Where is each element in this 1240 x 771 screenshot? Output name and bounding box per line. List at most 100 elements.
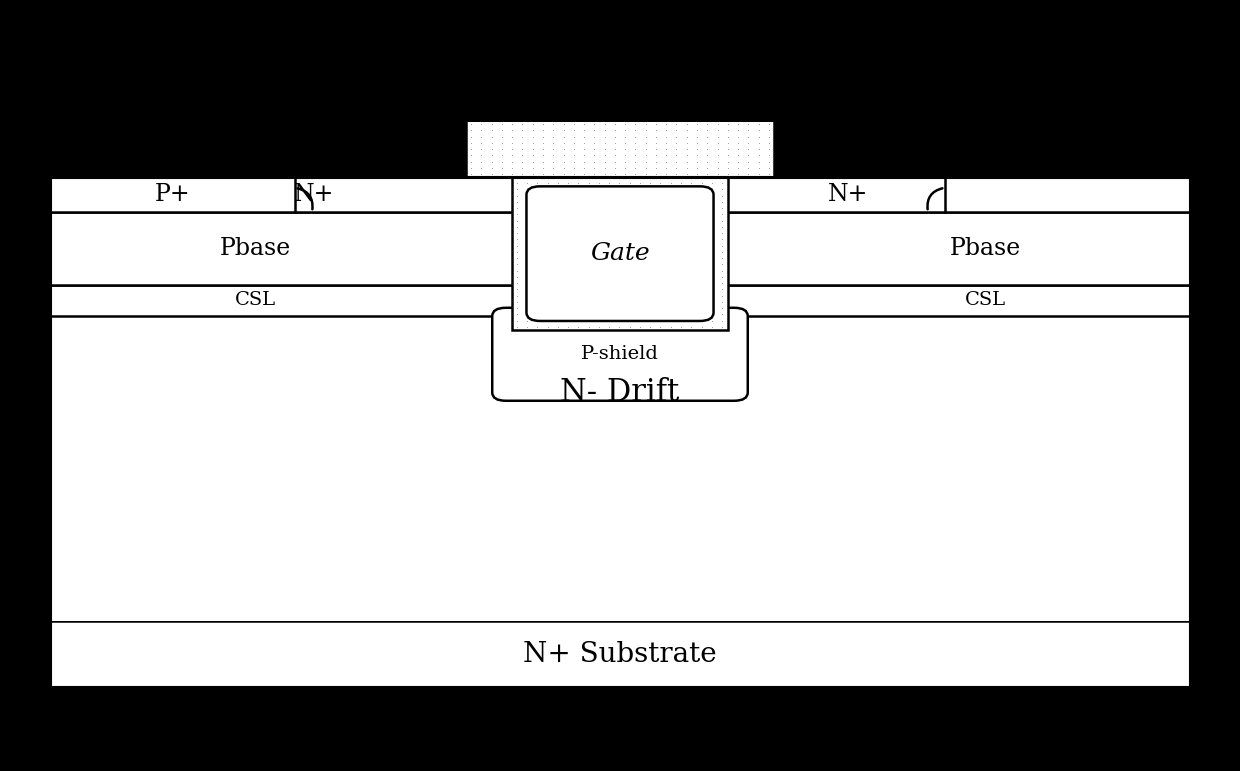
Point — [482, 130, 502, 143]
Point — [667, 150, 687, 162]
Point — [687, 156, 707, 168]
Point — [682, 296, 702, 308]
Point — [749, 118, 769, 130]
Point — [502, 136, 522, 149]
Point — [553, 143, 573, 156]
Point — [471, 124, 491, 136]
Point — [558, 214, 578, 227]
Point — [595, 168, 615, 180]
Point — [558, 315, 578, 327]
Point — [640, 208, 660, 221]
Bar — [50, 177, 1190, 688]
Point — [523, 143, 543, 156]
Point — [630, 252, 650, 264]
Point — [553, 124, 573, 136]
Point — [543, 118, 563, 130]
Point — [553, 118, 573, 130]
Point — [697, 168, 717, 180]
Point — [589, 240, 609, 252]
Point — [568, 214, 588, 227]
Point — [610, 208, 630, 221]
Point — [595, 150, 615, 162]
Point — [517, 258, 537, 271]
Point — [630, 321, 650, 333]
Point — [527, 296, 547, 308]
Point — [739, 156, 759, 168]
Point — [677, 162, 697, 174]
Point — [651, 183, 671, 196]
Point — [646, 156, 666, 168]
Point — [615, 143, 635, 156]
Point — [471, 168, 491, 180]
Point — [579, 221, 599, 233]
Point — [482, 118, 502, 130]
Point — [759, 143, 779, 156]
Point — [749, 136, 769, 149]
Point — [651, 277, 671, 289]
Point — [461, 162, 481, 174]
Point — [553, 150, 573, 162]
Point — [620, 283, 640, 295]
Point — [718, 162, 738, 174]
Point — [553, 143, 573, 156]
Point — [482, 162, 502, 174]
Point — [712, 202, 732, 214]
Point — [517, 315, 537, 327]
Point — [502, 156, 522, 168]
Point — [558, 277, 578, 289]
Point — [640, 315, 660, 327]
Point — [517, 183, 537, 196]
Point — [646, 150, 666, 162]
Point — [584, 162, 604, 174]
Point — [615, 143, 635, 156]
Point — [533, 168, 553, 180]
Point — [517, 196, 537, 208]
Point — [548, 177, 568, 190]
Point — [605, 130, 625, 143]
Point — [517, 302, 537, 315]
Point — [749, 156, 769, 168]
Point — [558, 271, 578, 283]
Point — [702, 277, 722, 289]
Point — [677, 150, 697, 162]
Point — [579, 308, 599, 321]
Point — [548, 283, 568, 295]
Point — [759, 130, 779, 143]
Point — [599, 277, 619, 289]
Point — [712, 271, 732, 283]
Point — [595, 136, 615, 149]
Point — [507, 196, 527, 208]
Point — [712, 302, 732, 315]
Point — [759, 150, 779, 162]
Point — [533, 136, 553, 149]
Point — [471, 136, 491, 149]
Point — [605, 130, 625, 143]
Point — [702, 196, 722, 208]
Point — [636, 168, 656, 180]
Point — [656, 118, 676, 130]
Point — [692, 227, 712, 239]
Point — [595, 150, 615, 162]
Point — [615, 118, 635, 130]
Point — [492, 118, 512, 130]
Point — [646, 118, 666, 130]
Point — [595, 124, 615, 136]
Point — [548, 196, 568, 208]
Point — [615, 118, 635, 130]
Point — [692, 208, 712, 221]
Point — [564, 156, 584, 168]
Point — [610, 177, 630, 190]
Point — [677, 162, 697, 174]
Point — [636, 124, 656, 136]
Point — [538, 296, 558, 308]
Point — [651, 234, 671, 246]
Point — [651, 208, 671, 221]
Point — [523, 118, 543, 130]
Point — [646, 124, 666, 136]
Point — [595, 156, 615, 168]
Point — [492, 156, 512, 168]
Point — [543, 156, 563, 168]
Point — [558, 283, 578, 295]
Point — [636, 150, 656, 162]
Point — [523, 168, 543, 180]
